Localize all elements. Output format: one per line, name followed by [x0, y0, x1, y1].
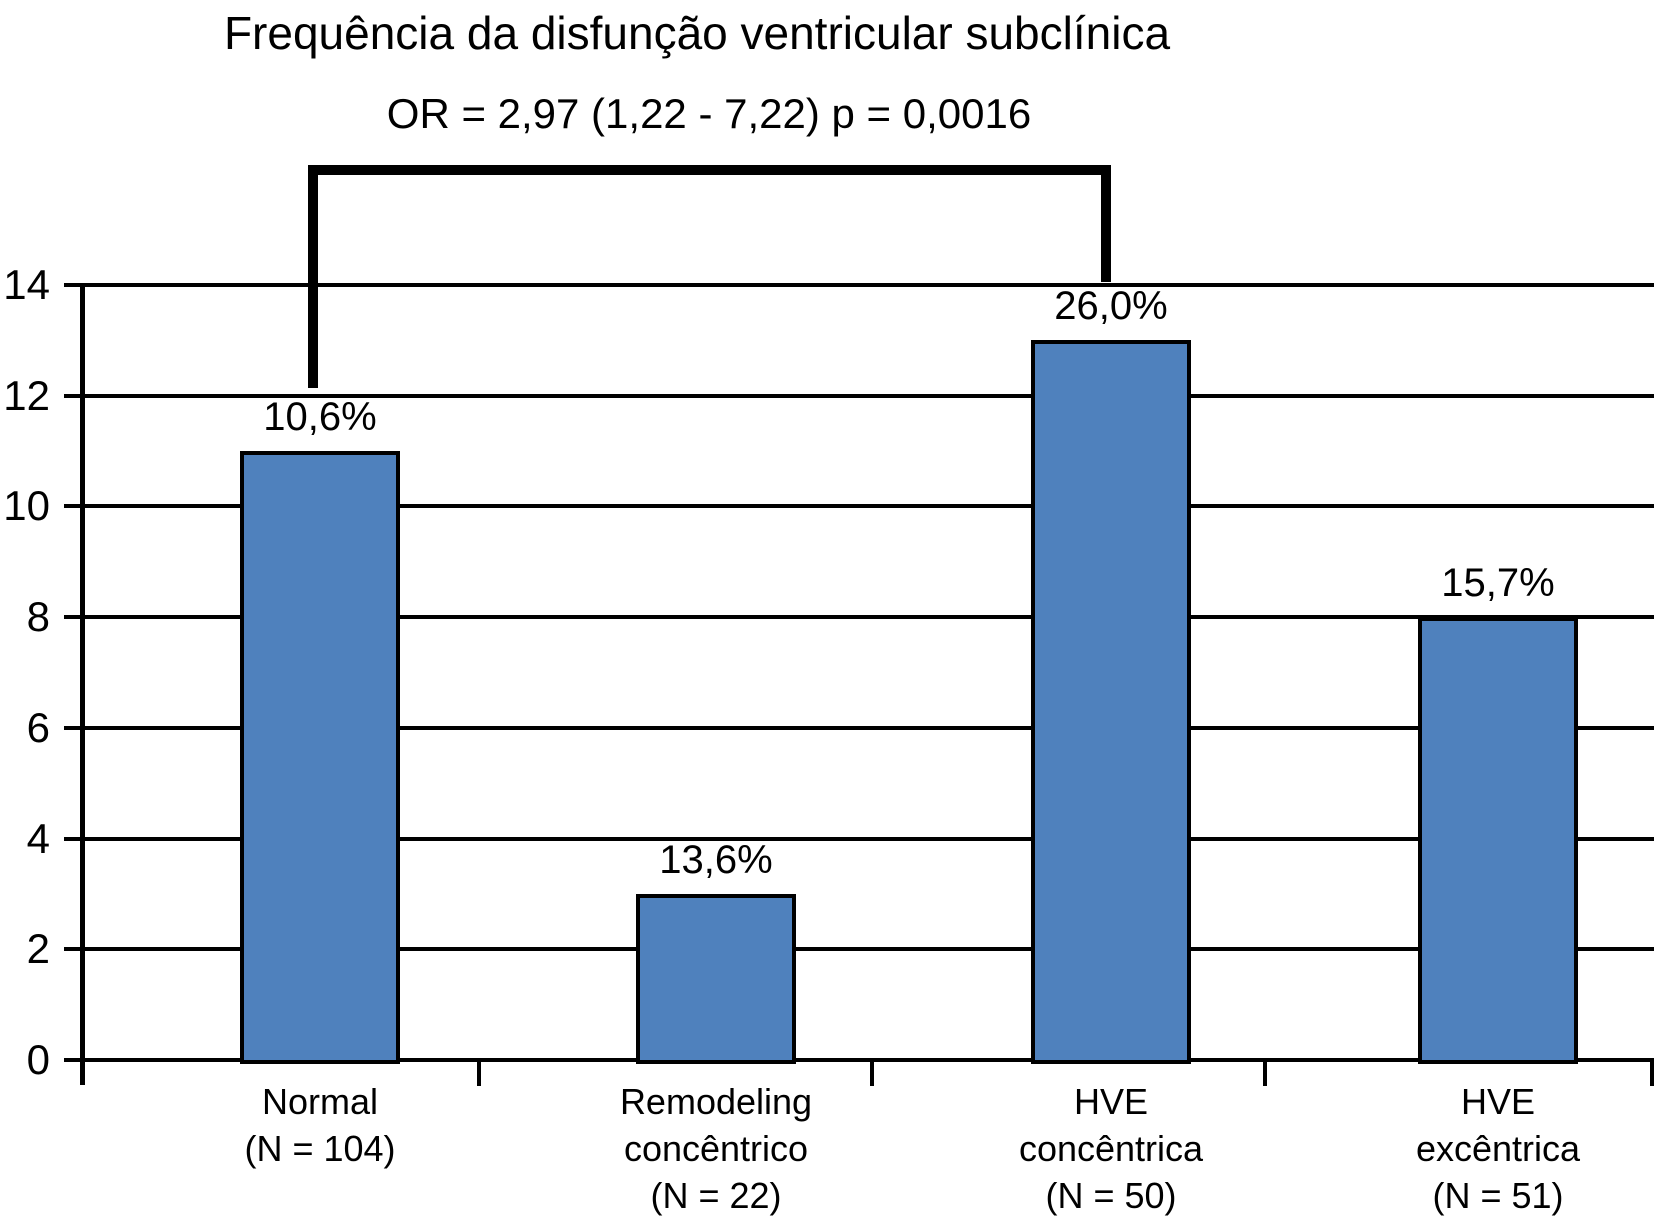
- or-annotation: OR = 2,97 (1,22 - 7,22) p = 0,0016: [386, 90, 1032, 137]
- category-label: HVE concêntrica (N = 50): [1018, 1081, 1204, 1216]
- y-tick-label: 6: [26, 704, 50, 751]
- chart-title: Frequência da disfunção ventricular subc…: [223, 7, 1171, 59]
- gridline-y-6: [64, 726, 1654, 730]
- significance-bracket-left-leg: [308, 165, 318, 388]
- bar: [1031, 340, 1191, 1064]
- y-tick-label: 4: [26, 815, 50, 862]
- bar-value-label: 15,7%: [1441, 561, 1555, 605]
- y-tick-label: 10: [3, 482, 50, 529]
- x-axis-tick: [477, 1060, 481, 1086]
- gridline-y-8: [64, 615, 1654, 619]
- gridline-y-10: [64, 504, 1654, 508]
- bar-value-label: 10,6%: [263, 395, 377, 439]
- category-label: Normal (N = 104): [244, 1081, 396, 1169]
- gridline-y-2: [64, 947, 1654, 951]
- bar: [636, 894, 796, 1064]
- y-tick-label: 0: [26, 1036, 50, 1083]
- category-label: Remodeling concêntrico (N = 22): [619, 1081, 813, 1216]
- gridline-y-4: [64, 837, 1654, 841]
- bar: [240, 451, 400, 1064]
- significance-bracket-top: [308, 165, 1111, 175]
- category-label: HVE excêntrica (N = 51): [1415, 1081, 1581, 1216]
- gridline-y-0: [64, 1058, 1654, 1062]
- gridline-y-14: [64, 283, 1654, 287]
- x-axis-tick: [870, 1060, 874, 1086]
- y-tick-label: 14: [3, 261, 50, 308]
- gridline-y-12: [64, 394, 1654, 398]
- y-tick-label: 12: [3, 372, 50, 419]
- bar-value-label: 13,6%: [659, 838, 773, 882]
- y-tick-label: 2: [26, 925, 50, 972]
- bar: [1418, 617, 1578, 1064]
- bar-value-label: 26,0%: [1054, 284, 1168, 328]
- significance-bracket-right-leg: [1101, 165, 1111, 282]
- x-axis-tick: [1263, 1060, 1267, 1086]
- x-axis-tick: [1650, 1060, 1654, 1086]
- y-tick-label: 8: [26, 593, 50, 640]
- y-axis-line: [80, 285, 85, 1085]
